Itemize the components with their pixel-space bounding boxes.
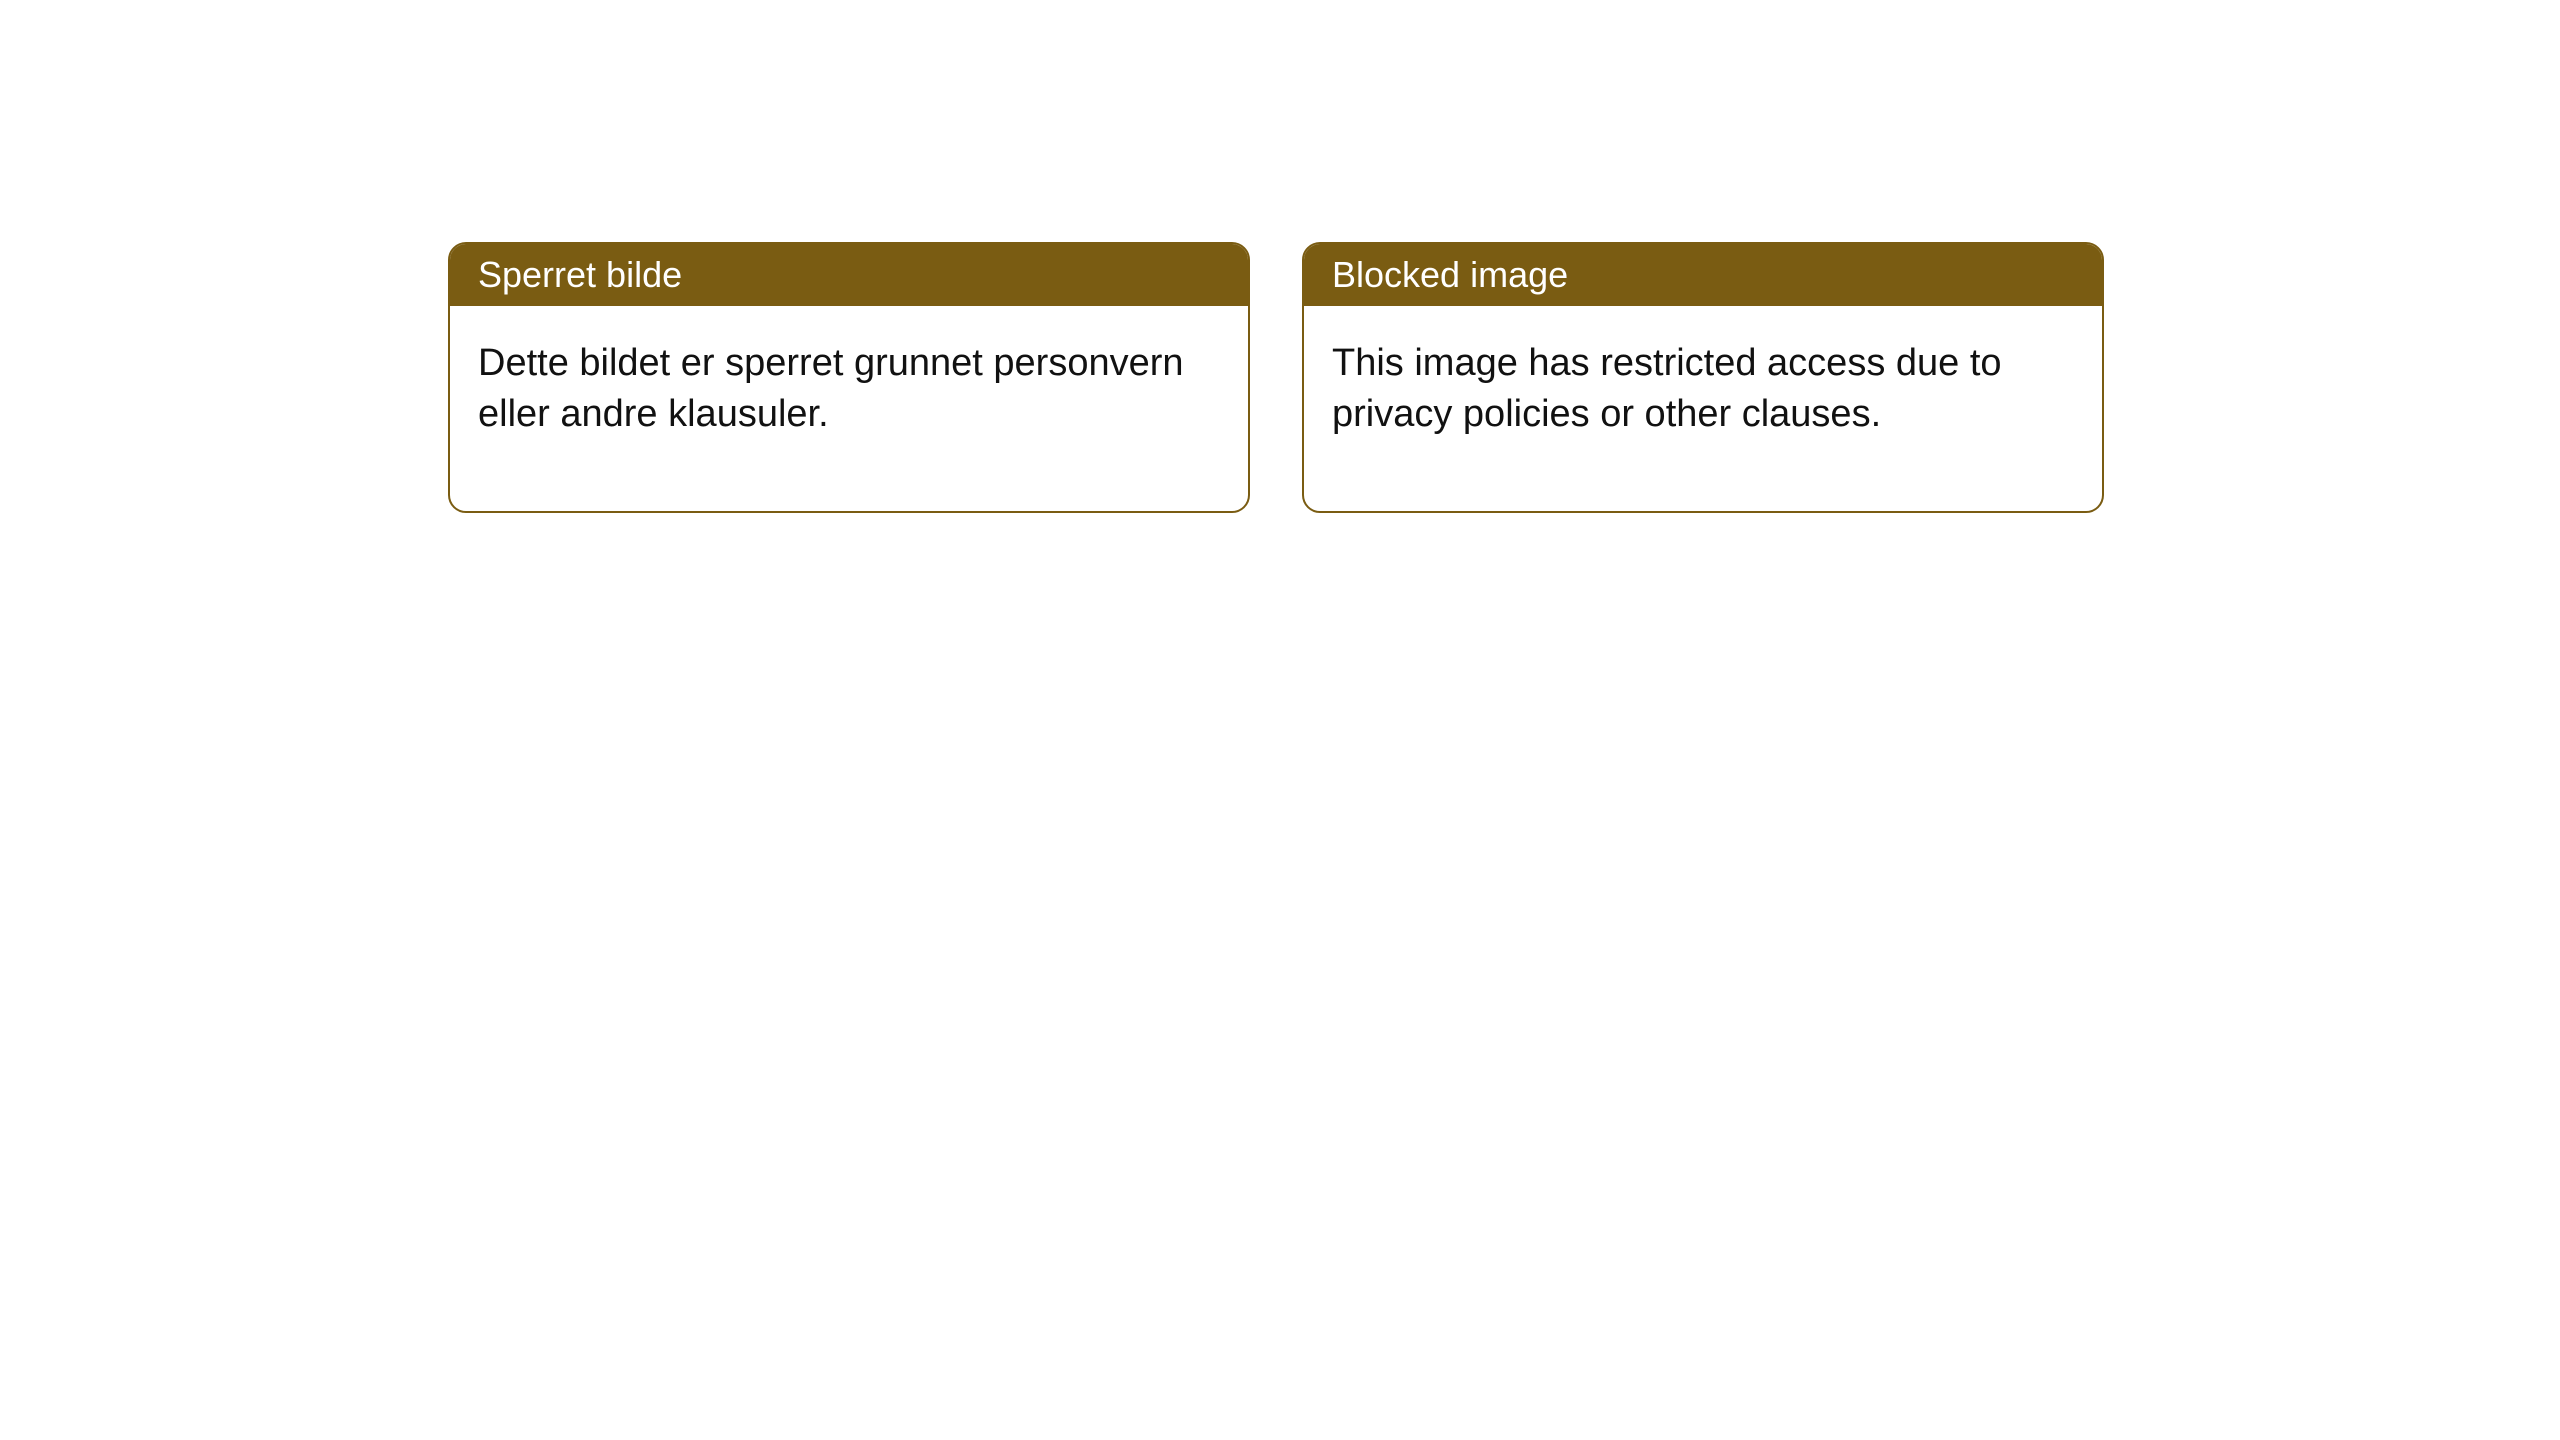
notice-card-english: Blocked image This image has restricted … <box>1302 242 2104 513</box>
notice-header: Blocked image <box>1304 244 2102 306</box>
notice-message: This image has restricted access due to … <box>1332 342 2002 435</box>
notice-header: Sperret bilde <box>450 244 1248 306</box>
notice-message: Dette bildet er sperret grunnet personve… <box>478 342 1184 435</box>
notice-container: Sperret bilde Dette bildet er sperret gr… <box>448 242 2104 513</box>
notice-title: Sperret bilde <box>478 254 682 295</box>
notice-body: Dette bildet er sperret grunnet personve… <box>450 306 1248 511</box>
notice-card-norwegian: Sperret bilde Dette bildet er sperret gr… <box>448 242 1250 513</box>
notice-body: This image has restricted access due to … <box>1304 306 2102 511</box>
notice-title: Blocked image <box>1332 254 1568 295</box>
